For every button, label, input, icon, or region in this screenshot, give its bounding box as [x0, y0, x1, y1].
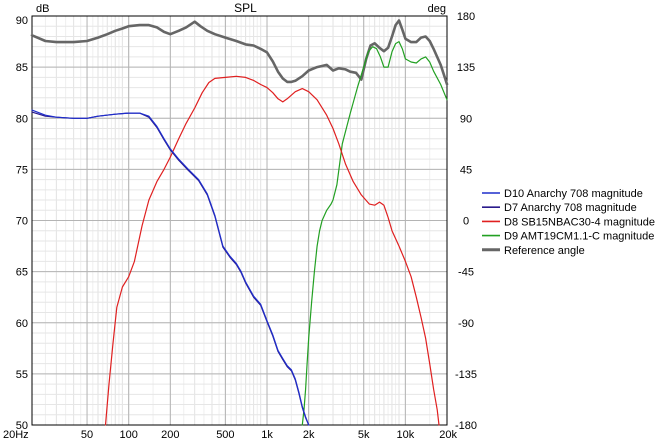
- x-tick-label: 20Hz: [3, 429, 29, 441]
- y-axis-right-label: deg: [428, 3, 446, 15]
- x-tick-labels: 20Hz 50 100 200 500 1k 2k 5k 10k 20k: [3, 429, 457, 441]
- x-tick-label: 200: [161, 429, 179, 441]
- legend-label: D8 SB15NBAC30-4 magnitude: [504, 216, 655, 228]
- y-left-tick-label: 65: [16, 267, 28, 279]
- y-right-tick-label: -135: [455, 369, 477, 381]
- y-right-tick-label: 180: [457, 11, 475, 23]
- y-left-tick-label: 50: [16, 420, 28, 432]
- legend-label: D10 Anarchy 708 magnitude: [504, 188, 643, 200]
- y-right-tick-label: 45: [460, 164, 472, 176]
- x-tick-label: 10k: [396, 429, 414, 441]
- x-tick-label: 1k: [261, 429, 273, 441]
- series-line: [301, 41, 448, 426]
- y-left-tick-label: 60: [16, 318, 28, 330]
- y-left-tick-label: 80: [16, 113, 28, 125]
- x-tick-label: 20k: [439, 429, 457, 441]
- y-right-tick-label: 135: [457, 62, 475, 74]
- x-tick-label: 2k: [303, 429, 315, 441]
- plot-border: [31, 15, 448, 426]
- chart-title: SPL: [234, 1, 257, 15]
- series-line: [104, 75, 440, 426]
- y-right-tick-label: 90: [460, 113, 472, 125]
- legend-label: D9 AMT19CM1.1-C magnitude: [504, 231, 654, 243]
- legend-label: Reference angle: [504, 245, 585, 257]
- y-left-tick-labels: 50 55 60 65 70 75 80 85 90: [16, 15, 28, 432]
- series-line: [31, 109, 310, 426]
- y-axis-left-label: dB: [36, 3, 49, 15]
- y-left-tick-label: 75: [16, 164, 28, 176]
- y-right-tick-label: -180: [455, 420, 477, 432]
- x-tick-label: 100: [120, 429, 138, 441]
- series-line: [30, 19, 449, 86]
- y-left-tick-label: 85: [16, 62, 28, 74]
- y-left-tick-label: 55: [16, 369, 28, 381]
- x-tick-label: 50: [81, 429, 93, 441]
- y-right-tick-label: -45: [458, 267, 474, 279]
- y-right-tick-labels: -180 -135 -90 -45 0 45 90 135 180: [455, 11, 477, 432]
- x-tick-label: 5k: [358, 429, 370, 441]
- x-tick-label: 500: [216, 429, 234, 441]
- series-layer: [30, 19, 449, 426]
- legend: D10 Anarchy 708 magnitude D7 Anarchy 708 …: [482, 188, 655, 257]
- y-right-tick-label: -90: [458, 318, 474, 330]
- y-right-tick-label: 0: [463, 216, 469, 228]
- y-left-tick-label: 90: [16, 15, 28, 27]
- y-left-tick-label: 70: [16, 216, 28, 228]
- legend-label: D7 Anarchy 708 magnitude: [504, 202, 637, 214]
